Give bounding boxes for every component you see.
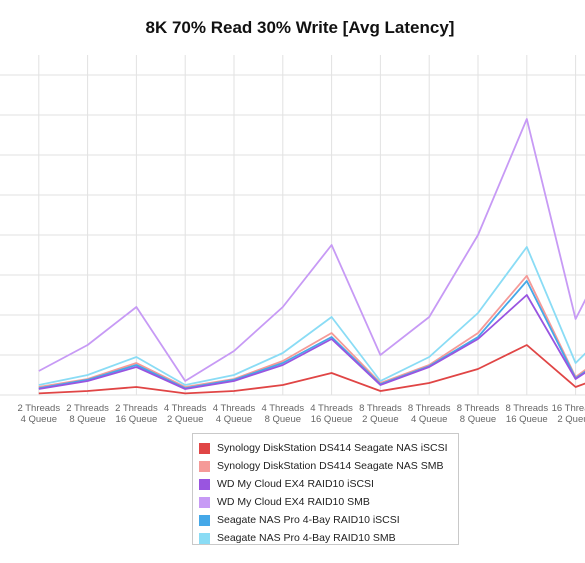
x-tick-label: 4 Threads 16 Queue (310, 403, 353, 425)
x-tick-label: 8 Threads 16 Queue (505, 403, 548, 425)
chart-legend: Synology DiskStation DS414 Seagate NAS i… (192, 433, 459, 545)
x-tick-label: 4 Threads 8 Queue (261, 403, 304, 425)
legend-swatch (199, 478, 210, 490)
legend-item: WD My Cloud EX4 RAID10 iSCSI (199, 475, 458, 493)
legend-item: Synology DiskStation DS414 Seagate NAS i… (199, 439, 458, 457)
chart-series-lines (38, 118, 585, 395)
legend-swatch (199, 460, 210, 472)
legend-item: Seagate NAS Pro 4-Bay RAID10 iSCSI (199, 511, 458, 529)
series-line-5 (38, 246, 585, 386)
x-tick-label: 2 Threads 16 Queue (115, 403, 158, 425)
legend-label: Synology DiskStation DS414 Seagate NAS i… (217, 442, 448, 454)
x-tick-label: 4 Threads 4 Queue (213, 403, 256, 425)
line-chart: 2 Threads 4 Queue 2 Threads 8 Queue 2 Thread… (0, 55, 585, 425)
series-line-0 (38, 344, 585, 395)
legend-swatch (199, 514, 210, 526)
legend-label: Seagate NAS Pro 4-Bay RAID10 iSCSI (217, 514, 400, 526)
series-line-2 (38, 294, 585, 390)
legend-label: Synology DiskStation DS414 Seagate NAS S… (217, 460, 444, 472)
x-tick-label: 8 Threads 8 Queue (457, 403, 500, 425)
series-line-1 (38, 274, 585, 388)
chart-title: 8K 70% Read 30% Write [Avg Latency] (145, 18, 455, 37)
x-tick-label: 2 Threads 4 Queue (17, 403, 60, 425)
legend-item: Seagate NAS Pro 4-Bay RAID10 SMB (199, 529, 458, 547)
x-tick-label: 8 Threads 2 Queue (359, 403, 402, 425)
legend-label: WD My Cloud EX4 RAID10 SMB (217, 496, 370, 508)
series-line-4 (38, 280, 585, 390)
x-tick-label: 2 Threads 8 Queue (66, 403, 109, 425)
legend-swatch (199, 496, 210, 508)
legend-label: WD My Cloud EX4 RAID10 iSCSI (217, 478, 374, 490)
legend-item: WD My Cloud EX4 RAID10 SMB (199, 493, 458, 511)
legend-label: Seagate NAS Pro 4-Bay RAID10 SMB (217, 532, 396, 544)
legend-swatch (199, 532, 210, 544)
x-tick-label: 4 Threads 2 Queue (164, 403, 207, 425)
legend-swatch (199, 442, 210, 454)
x-tick-label: 8 Threads 4 Queue (408, 403, 451, 425)
x-axis-tick-labels: 2 Threads 4 Queue 2 Threads 8 Queue 2 Thread… (17, 403, 585, 425)
legend-item: Synology DiskStation DS414 Seagate NAS S… (199, 457, 458, 475)
series-line-3 (38, 118, 585, 382)
